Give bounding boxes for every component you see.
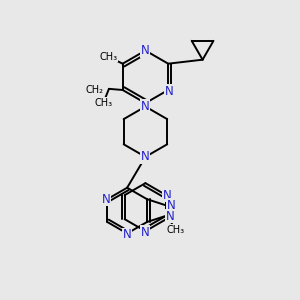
Text: N: N [165, 85, 174, 98]
Text: N: N [141, 100, 150, 113]
Text: N: N [165, 210, 174, 223]
Text: N: N [141, 226, 150, 239]
Text: N: N [167, 199, 175, 212]
Text: CH₂: CH₂ [85, 85, 103, 95]
Text: CH₂: CH₂ [85, 85, 103, 95]
Text: CH₃: CH₃ [167, 225, 184, 235]
Text: N: N [102, 193, 111, 206]
Text: N: N [141, 44, 150, 57]
Text: N: N [123, 228, 131, 241]
Text: CH₃: CH₃ [94, 98, 112, 108]
Text: N: N [141, 150, 150, 164]
Text: CH₃: CH₃ [100, 52, 118, 62]
Text: N: N [163, 189, 172, 202]
